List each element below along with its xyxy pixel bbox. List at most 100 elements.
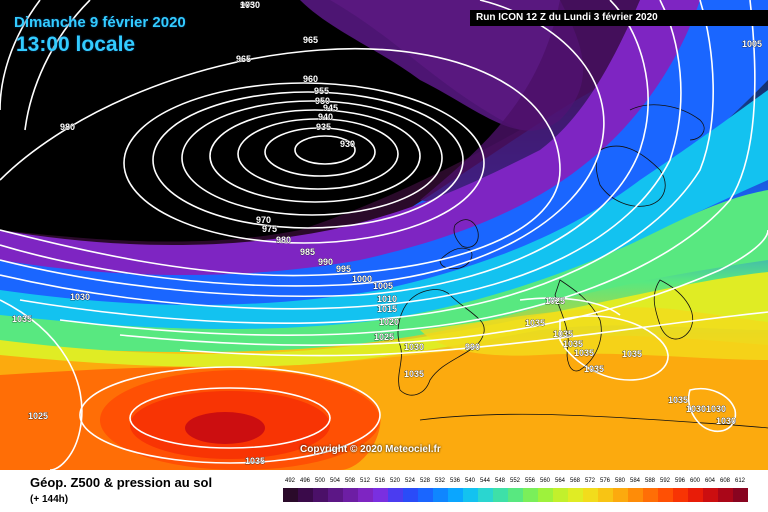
svg-text:935: 935 [316,122,331,132]
svg-text:1025: 1025 [374,332,394,342]
legend-color-swatch [568,488,583,502]
svg-text:995: 995 [336,264,351,274]
svg-text:1030: 1030 [706,404,726,414]
svg-text:975: 975 [262,224,277,234]
svg-text:1035: 1035 [668,395,688,405]
legend-value-label: 496 [299,478,310,484]
svg-text:1020: 1020 [379,317,399,327]
legend-color-swatch [313,488,328,502]
legend-color-swatch [388,488,403,502]
legend-value-label: 532 [434,478,445,484]
legend-color-swatch [298,488,313,502]
legend-color-swatch [733,488,748,502]
svg-text:945: 945 [323,103,338,113]
svg-text:1030: 1030 [70,292,90,302]
legend-color-swatch [658,488,673,502]
svg-text:1035: 1035 [404,369,424,379]
isobars [0,0,768,470]
legend-color-swatch [673,488,688,502]
legend-value-label: 504 [329,478,340,484]
legend-value-label: 508 [344,478,355,484]
legend-color-swatch [493,488,508,502]
legend-color-swatch [343,488,358,502]
isobar-labels: 930 935 940 945 950 955 960 965 970 975 … [12,0,763,466]
legend-color-swatch [373,488,388,502]
svg-text:950: 950 [315,96,330,106]
legend-color-swatch [463,488,478,502]
color-scale-legend: 492 496 500 504 508 512 516 520 524 528 532 536 540 5… [283,478,753,510]
legend-panel: Géop. Z500 & pression au sol (+ 144h) 49… [0,470,768,512]
legend-value-label: 592 [659,478,670,484]
svg-text:1035: 1035 [622,349,642,359]
legend-color-swatch [403,488,418,502]
legend-value-label: 500 [314,478,325,484]
svg-text:990: 990 [465,342,480,352]
legend-value-label: 612 [734,478,745,484]
svg-text:1035: 1035 [553,329,573,339]
legend-value-label: 560 [539,478,550,484]
copyright-notice: Copyright © 2020 Meteociel.fr [300,444,441,455]
legend-value-label: 540 [464,478,475,484]
legend-color-swatch [358,488,373,502]
legend-value-label: 568 [569,478,580,484]
svg-text:1030: 1030 [404,342,424,352]
legend-color-swatch [523,488,538,502]
legend-color-swatch [418,488,433,502]
forecast-time: 13:00 locale [16,33,136,56]
legend-value-label: 548 [494,478,505,484]
legend-value-label: 596 [674,478,685,484]
geopotential-map-svg: 930 935 940 945 950 955 960 965 970 975 … [0,0,768,470]
svg-text:990: 990 [318,257,333,267]
legend-value-label: 556 [524,478,535,484]
legend-color-swatch [688,488,703,502]
legend-value-label: 572 [584,478,595,484]
svg-text:1025: 1025 [545,296,565,306]
weather-map: 930 935 940 945 950 955 960 965 970 975 … [0,0,768,470]
legend-value-label: 520 [389,478,400,484]
svg-text:965: 965 [303,35,318,45]
svg-text:1000: 1000 [352,274,372,284]
svg-text:970: 970 [256,215,271,225]
legend-value-label: 516 [374,478,385,484]
legend-color-swatch [433,488,448,502]
legend-value-label: 608 [719,478,730,484]
legend-color-swatch [628,488,643,502]
legend-value-label: 576 [599,478,610,484]
legend-color-swatch [328,488,343,502]
legend-value-label: 552 [509,478,520,484]
svg-text:1005: 1005 [373,281,393,291]
legend-value-label: 544 [479,478,490,484]
svg-text:1015: 1015 [377,304,397,314]
legend-value-label: 604 [704,478,715,484]
legend-color-swatch [613,488,628,502]
forecast-date: Dimanche 9 février 2020 [14,14,186,31]
legend-value-label: 584 [629,478,640,484]
legend-color-swatch [538,488,553,502]
legend-color-swatch [448,488,463,502]
svg-text:1035: 1035 [12,314,32,324]
svg-text:980: 980 [60,122,75,132]
legend-color-swatch [643,488,658,502]
svg-text:1030: 1030 [716,416,736,426]
legend-value-label: 536 [449,478,460,484]
svg-text:985: 985 [300,247,315,257]
svg-text:1005: 1005 [742,39,762,49]
legend-color-swatch [703,488,718,502]
legend-color-swatch [283,488,298,502]
svg-text:1010: 1010 [377,294,397,304]
svg-text:1035: 1035 [525,318,545,328]
svg-text:965: 965 [236,54,251,64]
svg-text:980: 980 [276,235,291,245]
svg-text:1035: 1035 [563,339,583,349]
forecast-lead-time: (+ 144h) [30,494,69,505]
legend-color-swatch [598,488,613,502]
svg-text:960: 960 [303,74,318,84]
low-center-label: 930 [340,139,355,149]
legend-value-label: 492 [284,478,295,484]
legend-value-label: 580 [614,478,625,484]
svg-text:940: 940 [318,112,333,122]
svg-text:1030: 1030 [686,404,706,414]
map-title: Géop. Z500 & pression au sol [30,475,213,490]
svg-text:1030: 1030 [240,0,260,10]
legend-color-swatch [478,488,493,502]
